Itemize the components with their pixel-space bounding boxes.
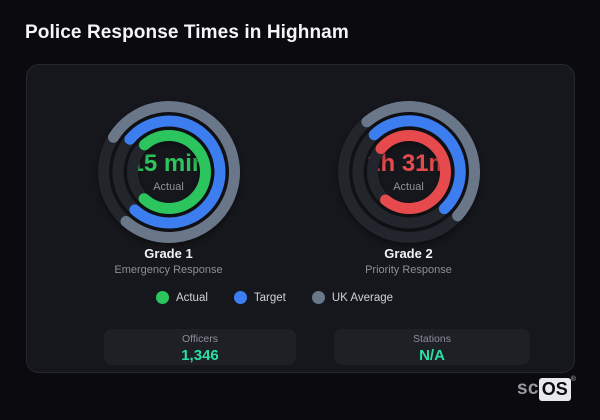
stat-value: 1,346	[181, 346, 219, 364]
gauge-value-label: Actual	[393, 180, 424, 193]
stat-label: Officers	[182, 333, 218, 345]
gauge-grade-2-rings: 1h 31m Actual	[321, 84, 497, 260]
chart-legend: Actual Target UK Average	[27, 291, 522, 304]
legend-dot-icon	[155, 291, 169, 304]
legend-item-actual[interactable]: Actual	[155, 291, 208, 304]
scos-logo-prefix: sc	[517, 378, 539, 400]
gauge-value-label: Actual	[153, 180, 184, 193]
page-title: Police Response Times in Highnam	[25, 22, 349, 43]
scos-logo-brand: OS	[538, 378, 571, 401]
legend-item-uk-average[interactable]: UK Average	[311, 291, 394, 304]
stat-value: N/A	[419, 346, 445, 364]
ring-target	[368, 115, 466, 215]
legend-label: UK Average	[331, 291, 394, 304]
ring-uk-average	[107, 101, 240, 243]
registered-trademark-icon: ®	[570, 376, 576, 383]
gauge-grade-2: 1h 31m Actual Grade 2 Priority Response	[301, 65, 516, 276]
ring-actual	[138, 130, 211, 214]
gauge-title: Grade 2	[384, 246, 433, 261]
legend-label: Actual	[175, 291, 208, 304]
response-times-card: 15 min Actual Grade 1 Emergency Response…	[26, 64, 575, 373]
legend-dot-icon	[311, 291, 325, 304]
radial-gauge-chart	[97, 101, 240, 243]
legend-dot-icon	[233, 291, 247, 304]
legend-label: Target	[253, 291, 286, 304]
stat-label: Stations	[413, 333, 451, 345]
ring-target	[123, 115, 225, 229]
ring-uk-average	[360, 100, 480, 222]
gauge-title: Grade 1	[144, 246, 193, 261]
gauge-grade-1: 15 min Actual Grade 1 Emergency Response	[61, 65, 276, 276]
scos-logo: sc OS ®	[517, 376, 576, 401]
radial-gauge-chart	[337, 100, 480, 243]
legend-item-target[interactable]: Target	[233, 291, 286, 304]
gauge-subtitle: Priority Response	[365, 264, 452, 276]
ring-actual	[375, 130, 451, 214]
gauge-grade-1-rings: 15 min Actual	[81, 84, 257, 260]
gauge-value: 15 min	[130, 149, 207, 177]
gauge-grade-1-center: 15 min Actual	[81, 84, 257, 260]
stat-box-officers: Officers 1,346	[104, 329, 296, 365]
stat-box-stations: Stations N/A	[334, 329, 530, 365]
gauge-subtitle: Emergency Response	[114, 264, 223, 276]
